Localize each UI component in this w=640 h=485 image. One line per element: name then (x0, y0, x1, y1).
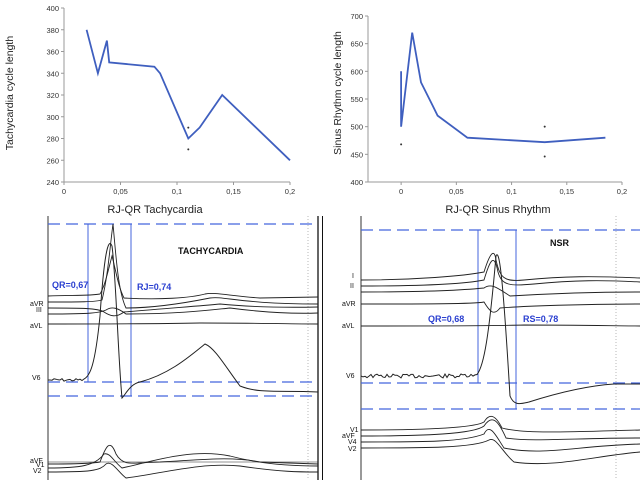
right-lead-ii: II (350, 283, 354, 290)
left-ecg-title: TACHYCARDIA (178, 246, 244, 256)
sinus-x-tick-label: 0 (399, 187, 403, 196)
sinus-y-tick-label: 450 (350, 150, 363, 159)
sinus-scatter-point (543, 155, 546, 158)
right-trace-v2 (360, 428, 640, 452)
tachy-y-tick-label: 280 (46, 135, 59, 144)
sinus-x-tick-label: 0,2 (617, 187, 627, 196)
tachycardia-ecg-panel: TACHYCARDIA QR=0,67 RJ=0,74 aVR III aVL … (0, 216, 322, 480)
sinus-scatter-point (543, 125, 546, 128)
left-trace-avl (47, 322, 319, 325)
right-lead-v1: V1 (350, 427, 359, 434)
tachy-x-tick-label: 0,15 (226, 187, 241, 196)
right-trace-v4 (360, 419, 640, 441)
left-trace-iii-2 (47, 303, 319, 317)
tachy-y-tick-label: 380 (46, 26, 59, 35)
tachy-x-tick-label: 0,1 (172, 187, 182, 196)
right-trace-ii (360, 260, 640, 287)
left-trace-v1 (47, 453, 319, 469)
right-trace-v1 (360, 415, 640, 433)
tachy-x-tick-label: 0,2 (285, 187, 295, 196)
tachycardia-ecg-svg: TACHYCARDIA QR=0,67 RJ=0,74 aVR III aVL … (30, 216, 319, 480)
tachycardia-chart: 240 260 280 300 320 340 360 380 400 0 0,05 0,1 0,15 0… (0, 0, 320, 216)
right-lead-v6: V6 (346, 373, 355, 380)
right-lead-avf: aVF (342, 433, 355, 440)
sinus-y-tick-label: 400 (350, 178, 363, 187)
right-lead-v2: V2 (348, 446, 357, 453)
left-qr-label: QR=0,67 (52, 280, 88, 290)
sinus-series-line (400, 32, 606, 144)
tachycardia-chart-svg: 240 260 280 300 320 340 360 380 400 0 0,05 0,1 0,15 0… (4, 4, 295, 216)
right-trace-avl (360, 324, 640, 327)
sinus-y-tick-label: 600 (350, 67, 363, 76)
sinus-y-tick-label: 700 (350, 12, 363, 21)
tachy-y-tick-label: 400 (46, 4, 59, 13)
nsr-ecg-svg: NSR QR=0,68 RS=0,78 I II aVR aVL V6 aVF … (342, 216, 640, 480)
right-ecg-title: NSR (550, 238, 570, 248)
right-lead-v4: V4 (348, 439, 357, 446)
right-trace-avr (360, 301, 640, 313)
left-trace-iii-1 (47, 223, 319, 309)
tachy-y-tick-label: 320 (46, 91, 59, 100)
left-lead-v6: V6 (32, 375, 41, 382)
left-trace-avf (47, 444, 319, 465)
tachy-y-tick-label: 300 (46, 113, 59, 122)
left-lead-avf: aVF (30, 458, 43, 465)
sinus-scatter-point (400, 143, 403, 146)
right-lead-i: I (352, 273, 354, 280)
left-rj-label: RJ=0,74 (137, 282, 171, 292)
right-trace-v6 (360, 254, 640, 405)
tachy-x-tick-label: 0 (62, 187, 66, 196)
left-lead-avr: aVR (30, 301, 44, 308)
sinus-y-tick-label: 650 (350, 40, 363, 49)
tachycardia-x-axis-label: RJ-QR Tachycardia (107, 204, 203, 216)
tachy-series-line (85, 29, 291, 161)
nsr-ecg-panel: NSR QR=0,68 RS=0,78 I II aVR aVL V6 aVF … (324, 216, 640, 480)
right-lead-avr: aVR (342, 301, 356, 308)
tachy-y-tick-label: 260 (46, 156, 59, 165)
right-lead-avl: aVL (342, 323, 355, 330)
tachy-y-tick-label: 360 (46, 48, 59, 57)
sinus-x-axis-label: RJ-QR Sinus Rhythm (445, 204, 550, 216)
left-trace-v6 (48, 243, 319, 400)
left-lead-iii: III (36, 307, 42, 314)
tachy-x-tick-label: 0,05 (113, 187, 128, 196)
right-trace-avf (360, 438, 640, 465)
left-lead-v2: V2 (33, 468, 42, 475)
sinus-y-axis-label: Sinus Rhythm cycle length (332, 31, 344, 155)
right-rs-label: RS=0,78 (523, 314, 558, 324)
right-trace-ii-b (360, 285, 640, 297)
sinus-rhythm-chart-svg: 400 450 500 550 600 650 700 0 0,05 0,1 0,15 0,2 RJ-… (332, 12, 627, 216)
left-lead-avl: aVL (30, 323, 43, 330)
right-qr-label: QR=0,68 (428, 314, 464, 324)
left-lead-v1: V1 (36, 462, 45, 469)
sinus-y-tick-label: 550 (350, 95, 363, 104)
left-trace-v2 (47, 462, 319, 479)
sinus-y-tick-label: 500 (350, 123, 363, 132)
tachy-scatter-point (187, 148, 190, 151)
tachy-scatter-point (187, 126, 190, 129)
tachy-y-tick-label: 240 (46, 178, 59, 187)
sinus-x-tick-label: 0,1 (506, 187, 516, 196)
sinus-x-tick-label: 0,15 (559, 187, 574, 196)
tachycardia-y-axis-label: Tachycardia cycle length (4, 36, 16, 151)
sinus-rhythm-chart: 400 450 500 550 600 650 700 0 0,05 0,1 0,15 0,2 RJ-… (322, 0, 640, 216)
tachy-y-tick-label: 340 (46, 69, 59, 78)
sinus-x-tick-label: 0,05 (449, 187, 464, 196)
left-trace-iii-3 (47, 307, 319, 315)
